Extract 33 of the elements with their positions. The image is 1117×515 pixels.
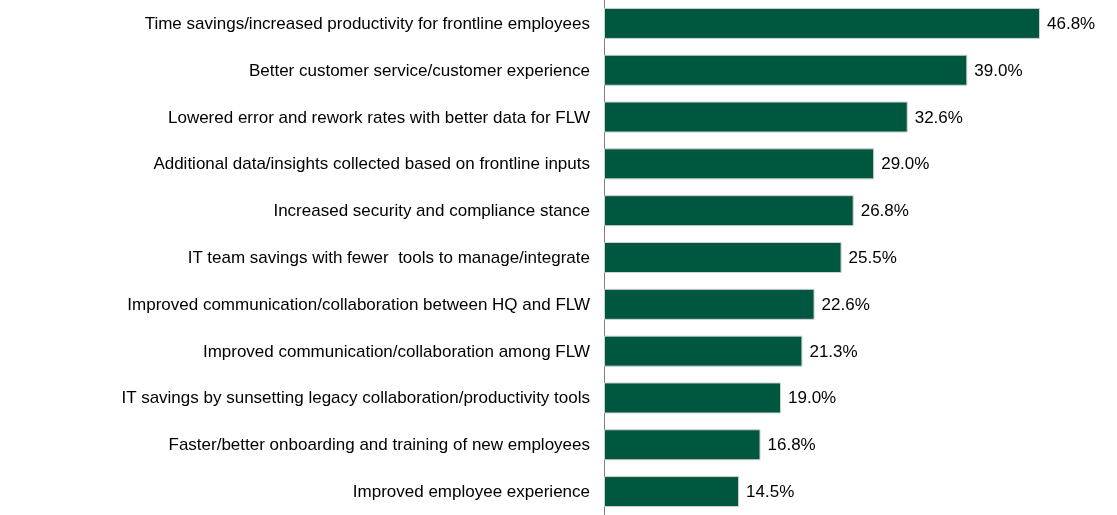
bar bbox=[604, 148, 875, 180]
y-tick-label: IT team savings with fewer tools to manage/integrate bbox=[187, 248, 590, 267]
y-tick-label: Faster/better onboarding and training of new employees bbox=[168, 435, 590, 455]
y-tick-label: Improved communication/collaboration between HQ and FLW bbox=[127, 294, 590, 314]
data-label: 26.8% bbox=[860, 201, 909, 221]
data-label: 14.5% bbox=[746, 482, 795, 502]
bar bbox=[604, 288, 815, 320]
data-label: 32.6% bbox=[914, 107, 963, 127]
y-tick-label: Time savings/increased productivity for frontline employees bbox=[144, 13, 590, 33]
y-tick-label: IT savings by sunsetting legacy collaboration/productivity tools bbox=[121, 388, 590, 408]
data-label: 22.6% bbox=[821, 294, 870, 314]
data-label: 25.5% bbox=[848, 248, 897, 267]
y-tick-label: Improved employee experience bbox=[352, 482, 590, 502]
data-label: 21.3% bbox=[809, 341, 858, 361]
data-label: 46.8% bbox=[1047, 13, 1096, 33]
data-label: 29.0% bbox=[881, 154, 930, 174]
y-tick-label: Improved communication/collaboration among FLW bbox=[202, 341, 590, 361]
bar bbox=[604, 335, 803, 367]
bar bbox=[604, 7, 1040, 39]
y-tick-label: Additional data/insights collected based on frontline inputs bbox=[153, 154, 590, 174]
bar bbox=[604, 242, 842, 273]
data-label: 39.0% bbox=[974, 60, 1023, 80]
data-label: 16.8% bbox=[767, 435, 816, 455]
bar bbox=[604, 476, 740, 508]
bar bbox=[604, 54, 968, 86]
data-label: 19.0% bbox=[788, 388, 837, 408]
bar bbox=[604, 195, 854, 227]
y-tick-label: Better customer service/customer experience bbox=[248, 60, 590, 80]
bar bbox=[604, 382, 782, 414]
bar bbox=[604, 101, 908, 133]
y-tick-label: Increased security and compliance stance bbox=[273, 201, 590, 221]
y-tick-label: Lowered error and rework rates with better data for FLW bbox=[167, 107, 590, 127]
bar bbox=[604, 429, 761, 461]
